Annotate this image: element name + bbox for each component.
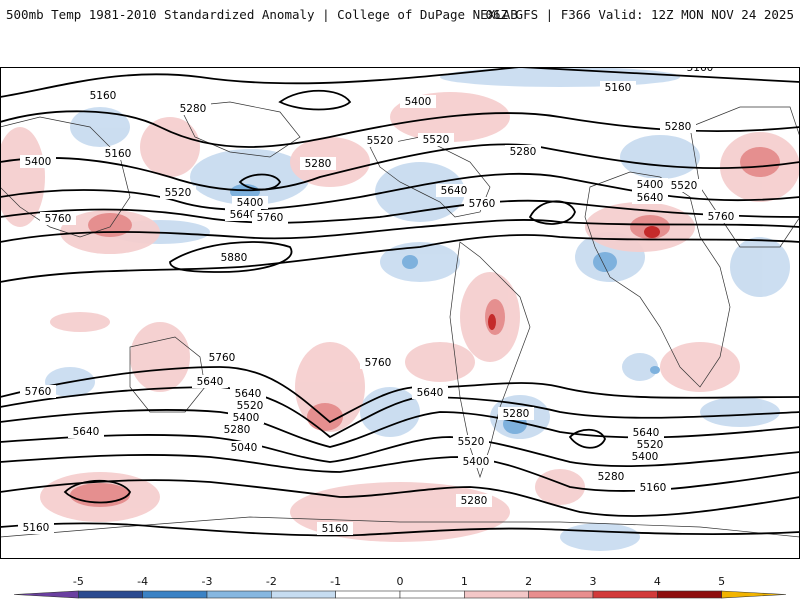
contour-label: 5640	[441, 185, 468, 197]
contour-label: 5280	[461, 495, 488, 507]
contour-label: 5400	[233, 412, 260, 424]
contour-label: 5760	[45, 213, 72, 225]
contour-label: 5400	[632, 451, 659, 463]
contour-label: 5760	[708, 211, 735, 223]
colorbar-tick-label: 3	[590, 575, 597, 588]
colorbar-swatch	[335, 590, 401, 599]
colorbar-tick-label: 0	[397, 575, 404, 588]
contour-label: 5640	[637, 192, 664, 204]
colorbar-swatch	[592, 590, 658, 599]
contour-label: 5400	[637, 179, 664, 191]
contour-label: 5280	[305, 158, 332, 170]
contour-label: 5400	[463, 456, 490, 468]
contour-label: 5760	[209, 352, 236, 364]
contour-label: 5520	[637, 439, 664, 451]
contour-labels: 5160 5160 5160 5160 5160 5160 5160 5280 …	[18, 67, 739, 535]
contour-label: 5160	[23, 522, 50, 534]
model-run-info: 06Z GFS | F366 Valid: 12Z MON NOV 24 202…	[485, 7, 794, 22]
contour-label: 5640	[230, 209, 257, 221]
colorbar-swatch	[399, 590, 465, 599]
colorbar-tick-label: -3	[202, 575, 213, 588]
contour-label: 5640	[633, 427, 660, 439]
colorbar-swatches	[13, 590, 787, 599]
colorbar-swatch	[721, 590, 787, 599]
contour-label: 5640	[235, 388, 262, 400]
contour-label: 5520	[237, 400, 264, 412]
contour-label: 5400	[237, 197, 264, 209]
colorbar-tick-label: -1	[330, 575, 341, 588]
colorbar-swatch	[142, 590, 208, 599]
contour-label: 5520	[367, 135, 394, 147]
contour-label: 5280	[598, 471, 625, 483]
contour-label: 5160	[640, 482, 667, 494]
map-title: 500mb Temp 1981-2010 Standardized Anomal…	[6, 7, 518, 22]
colorbar-tick-label: 4	[654, 575, 661, 588]
colorbar-swatch	[78, 590, 143, 599]
contour-label: 5400	[25, 156, 52, 168]
contour-label: 5640	[73, 426, 100, 438]
colorbar-swatch	[206, 590, 272, 599]
contour-label: 5400	[405, 96, 432, 108]
colorbar-ticks: -5 -4 -3 -2 -1 0 1 2 3 4 5	[73, 575, 725, 588]
contour-label: 5280	[180, 103, 207, 115]
contour-label: 5760	[25, 386, 52, 398]
colorbar-tick-label: 1	[461, 575, 468, 588]
contour-label: 5160	[105, 148, 132, 160]
contour-label: 5160	[90, 90, 117, 102]
colorbar-swatch	[271, 590, 336, 599]
colorbar-swatch	[528, 590, 594, 599]
contour-label: 5640	[197, 376, 224, 388]
colorbar-tick-label: 2	[525, 575, 532, 588]
colorbar-canvas: -5 -4 -3 -2 -1 0 1 2 3 4 5	[13, 575, 787, 599]
contour-label: 5280	[503, 408, 530, 420]
contour-label: 5160	[322, 523, 349, 535]
contour-label: 5880	[221, 252, 248, 264]
global-map[interactable]: 5160 5160 5160 5160 5160 5160 5160 5280 …	[0, 67, 800, 559]
colorbar-tick-label: -5	[73, 575, 84, 588]
map-canvas: 5160 5160 5160 5160 5160 5160 5160 5280 …	[0, 67, 800, 559]
colorbar: -5 -4 -3 -2 -1 0 1 2 3 4 5	[0, 572, 800, 600]
colorbar-tick-label: -4	[137, 575, 148, 588]
contour-label: 5520	[423, 134, 450, 146]
contour-label: 5760	[257, 212, 284, 224]
colorbar-swatch	[657, 590, 722, 599]
contour-label: 5280	[224, 424, 251, 436]
header-bar: 500mb Temp 1981-2010 Standardized Anomal…	[0, 0, 800, 30]
contour-label: 5280	[510, 146, 537, 158]
extreme-positive-anomaly	[488, 226, 660, 330]
contour-label: 5760	[365, 357, 392, 369]
contour-label: 5640	[417, 387, 444, 399]
continent-outlines	[0, 101, 800, 559]
colorbar-swatch	[13, 590, 79, 599]
contour-label: 5160	[687, 67, 714, 74]
contour-label: 5760	[469, 198, 496, 210]
colorbar-tick-label: 5	[718, 575, 725, 588]
contour-label: 5160	[605, 82, 632, 94]
colorbar-swatch	[464, 590, 529, 599]
contour-label: 5520	[165, 187, 192, 199]
contour-label: 5040	[231, 442, 258, 454]
contour-label: 5520	[671, 180, 698, 192]
contour-label: 5520	[458, 436, 485, 448]
height-contours	[0, 67, 800, 537]
contour-label: 5280	[665, 121, 692, 133]
colorbar-tick-label: -2	[266, 575, 277, 588]
